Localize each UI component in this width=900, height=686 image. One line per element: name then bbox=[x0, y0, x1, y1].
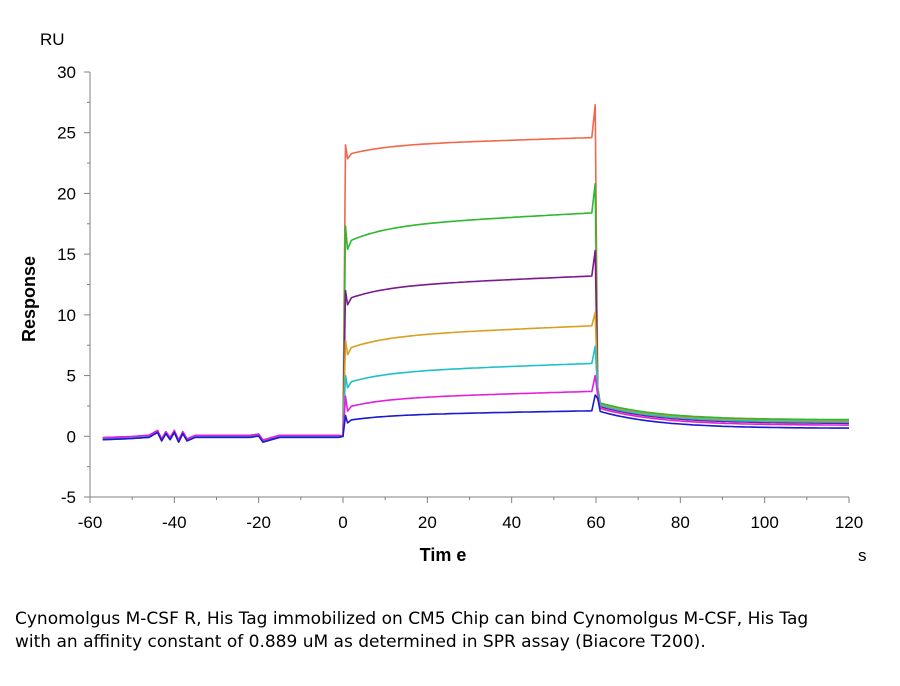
y-tick-label: 15 bbox=[57, 245, 76, 264]
y-tick-label: 10 bbox=[57, 306, 76, 325]
x-tick-label: 60 bbox=[587, 513, 606, 532]
x-tick-label: 100 bbox=[750, 513, 778, 532]
y-tick-label: 5 bbox=[67, 367, 76, 386]
x-tick-label: 40 bbox=[502, 513, 521, 532]
x-tick-label: 20 bbox=[418, 513, 437, 532]
sensorgram-series-line bbox=[102, 104, 849, 443]
y-tick-label: 30 bbox=[57, 63, 76, 82]
figure-caption: Cynomolgus M-CSF R, His Tag immobilized … bbox=[15, 609, 809, 652]
x-tick-label: -40 bbox=[162, 513, 187, 532]
y-tick-label: 20 bbox=[57, 184, 76, 203]
x-tick-label: -60 bbox=[78, 513, 103, 532]
x-unit-label: s bbox=[858, 546, 867, 565]
x-tick-label: 120 bbox=[835, 513, 863, 532]
sensorgram-series-line bbox=[102, 394, 849, 443]
sensorgram-series-line bbox=[102, 249, 849, 441]
axes: -5 0 5 10 15 20 25 30 -60 -40 -20 0 20 40 60 80 100 120 bbox=[57, 63, 863, 532]
y-tick-label: 0 bbox=[67, 427, 76, 446]
x-tick-label: -20 bbox=[246, 513, 271, 532]
y-axis-title: Response bbox=[19, 256, 39, 342]
x-tick-label: 0 bbox=[338, 513, 347, 532]
sensorgram-series-line bbox=[102, 374, 849, 441]
y-unit-label: RU bbox=[40, 30, 65, 49]
x-axis-title: Tim e bbox=[420, 545, 467, 565]
sensorgram-series-line bbox=[102, 182, 849, 442]
sensorgram-series-line bbox=[102, 345, 849, 442]
y-tick-label: 25 bbox=[57, 124, 76, 143]
y-tick-label: -5 bbox=[61, 488, 76, 507]
series-group bbox=[102, 104, 850, 443]
spr-sensorgram-chart: -5 0 5 10 15 20 25 30 -60 -40 -20 0 20 40 60 80 100 120 R… bbox=[19, 30, 867, 565]
x-tick-label: 80 bbox=[671, 513, 690, 532]
